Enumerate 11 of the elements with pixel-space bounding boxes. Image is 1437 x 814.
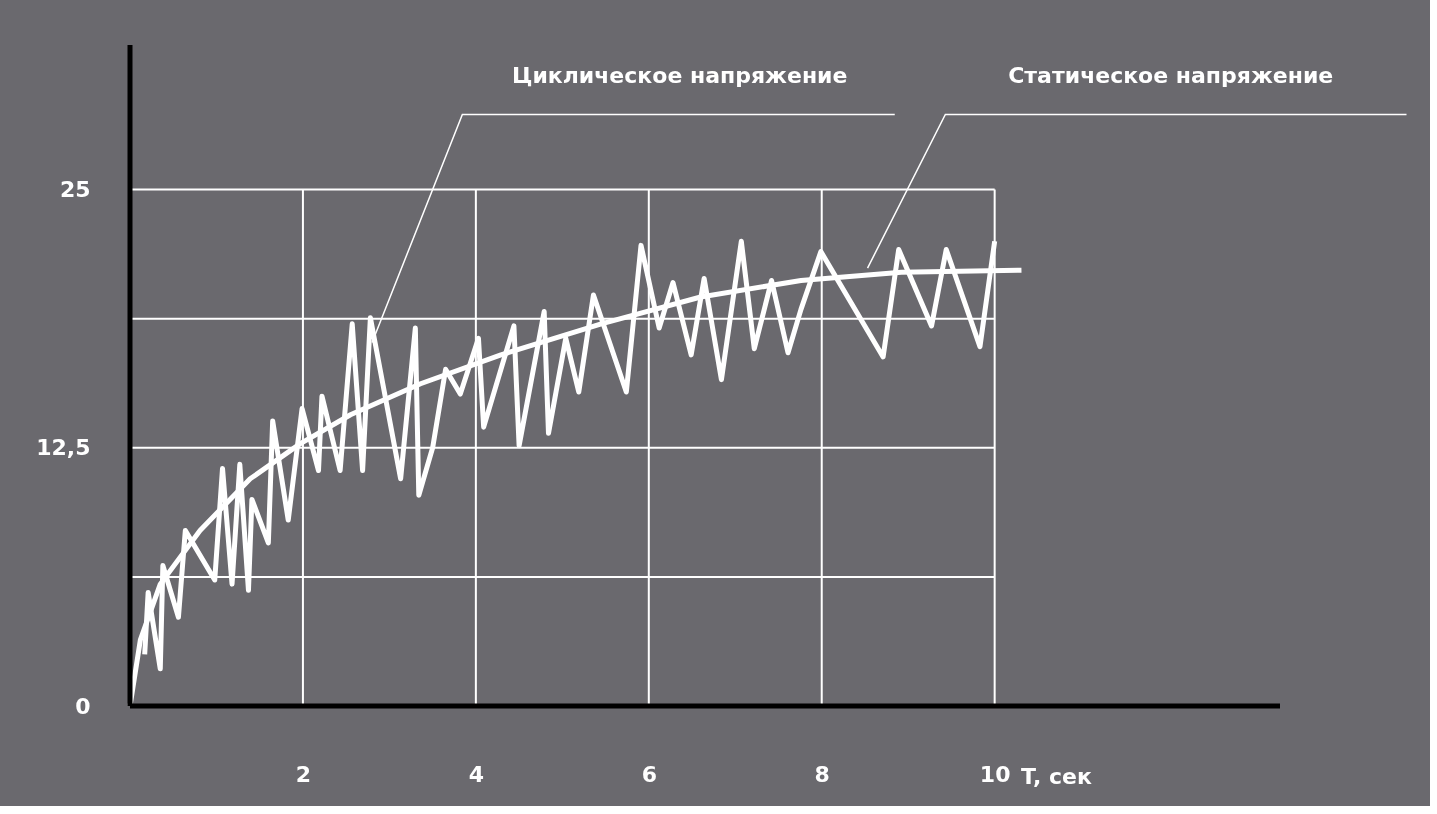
- x-tick-label: 8: [814, 761, 830, 787]
- x-tick-label: 2: [295, 761, 312, 787]
- x-tick-label: 4: [468, 761, 485, 787]
- y-tick-label: 25: [59, 177, 91, 203]
- x-axis-title: T, сек: [1021, 763, 1092, 789]
- annotation: Циклическое напряжение: [511, 62, 848, 88]
- x-tick-label: 6: [641, 761, 657, 787]
- y-tick-label: 12,5: [36, 435, 91, 461]
- y-tick-label: 0: [75, 693, 91, 719]
- x-tick-label: 10: [979, 761, 1011, 787]
- annotation: Статическое напряжение: [1008, 62, 1334, 88]
